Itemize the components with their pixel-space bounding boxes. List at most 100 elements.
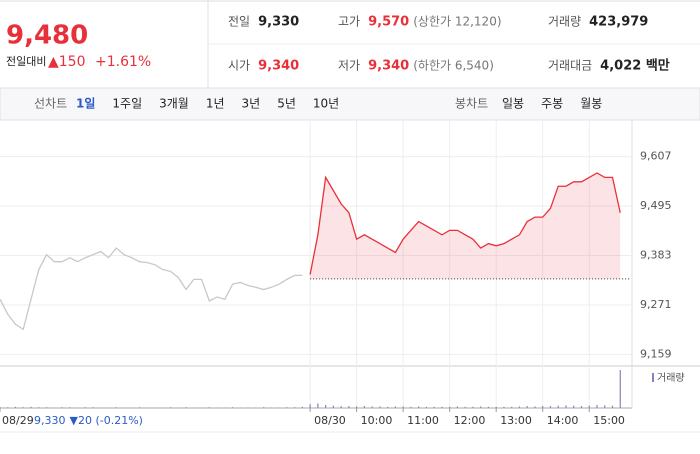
tab[interactable]: 5년 <box>277 97 296 111</box>
volume-bar <box>46 407 47 408</box>
stat-label: 고가 <box>338 15 360 29</box>
change-pct: +1.61% <box>95 54 151 70</box>
tab[interactable]: 1주일 <box>112 97 142 111</box>
volume-bar <box>294 407 295 408</box>
stat-value: 9,340 <box>258 59 299 74</box>
volume-bar <box>325 405 326 408</box>
volume-bar <box>604 405 605 408</box>
stat-value: 4,022 백만 <box>600 58 670 74</box>
volume-bar <box>457 406 458 408</box>
y-tick-label: 9,383 <box>640 249 672 262</box>
stat-value: 9,570 <box>368 15 409 30</box>
volume-bar <box>503 407 504 408</box>
volume-bar <box>449 407 450 408</box>
volume-bar <box>542 406 543 408</box>
x-tick-label: 11:00 <box>407 414 439 427</box>
x-tick-label: 08/29 <box>2 414 34 427</box>
volume-bar <box>286 407 287 408</box>
volume-bar <box>310 404 311 408</box>
stat-label: 시가 <box>228 59 250 73</box>
volume-bar <box>387 407 388 408</box>
reference-change: ▼20 (-0.21%) <box>70 414 143 427</box>
stat-label: 거래대금 <box>548 59 592 73</box>
volume-bar <box>550 406 551 408</box>
reference-value: 9,330 <box>34 414 66 427</box>
volume-bar <box>139 407 140 408</box>
y-tick-label: 9,271 <box>640 298 672 311</box>
volume-bar <box>348 406 349 408</box>
volume-bar <box>7 407 8 408</box>
volume-bar <box>116 407 117 408</box>
y-tick-label: 9,159 <box>640 347 672 360</box>
volume-bar <box>379 406 380 408</box>
volume-bar <box>333 406 334 408</box>
volume-bar <box>85 407 86 408</box>
tab-group-label: 봉차트 <box>455 97 488 111</box>
volume-bar <box>61 407 62 408</box>
volume-bar <box>23 407 24 408</box>
volume-bar <box>170 407 171 408</box>
change: ▲150 <box>48 54 86 70</box>
volume-bar <box>465 407 466 408</box>
tab-group-label: 선차트 <box>34 97 67 111</box>
tab[interactable]: 3개월 <box>159 97 189 111</box>
tab[interactable]: 1년 <box>206 97 225 111</box>
volume-bar <box>472 407 473 408</box>
tab[interactable]: 월봉 <box>580 97 602 111</box>
volume-bar <box>558 406 559 408</box>
stat-label: 저가 <box>338 59 360 73</box>
volume-bar <box>403 406 404 408</box>
volume-bar <box>596 405 597 408</box>
change-label: 전일대비 <box>6 54 46 68</box>
volume-bar <box>565 405 566 408</box>
price: 9,480 <box>6 21 88 51</box>
volume-bar <box>488 407 489 408</box>
volume-bar <box>410 407 411 408</box>
x-tick-label: 13:00 <box>500 414 532 427</box>
volume-bar <box>581 406 582 408</box>
tab[interactable]: 일봉 <box>502 97 524 111</box>
legend-label: 거래량 <box>657 372 685 384</box>
volume-bar <box>620 370 621 408</box>
volume-bar <box>38 407 39 408</box>
x-tick-label: 15:00 <box>593 414 625 427</box>
stat-value: 423,979 <box>589 15 648 30</box>
stat-value: 9,330 <box>258 15 299 30</box>
volume-bar <box>573 406 574 408</box>
volume-bar <box>418 406 419 408</box>
volume-bar <box>496 407 497 408</box>
volume-bar <box>395 406 396 408</box>
x-tick-label: 12:00 <box>454 414 486 427</box>
volume-bar <box>372 406 373 408</box>
volume-bar <box>30 407 31 408</box>
stat-note: (하한가 6,540) <box>413 59 494 73</box>
volume-bar <box>441 407 442 408</box>
volume-bar <box>209 407 210 408</box>
tab[interactable]: 10년 <box>313 97 339 111</box>
tab[interactable]: 주봉 <box>541 97 563 111</box>
volume-bar <box>534 406 535 408</box>
volume-bar <box>232 407 233 408</box>
x-tick-label: 08/30 <box>314 414 346 427</box>
stat-label: 전일 <box>228 15 250 29</box>
volume-bar <box>527 406 528 408</box>
volume-bar <box>519 406 520 408</box>
volume-bar <box>356 406 357 408</box>
volume-bar <box>263 407 264 408</box>
volume-bar <box>341 406 342 408</box>
y-tick-label: 9,607 <box>640 150 672 163</box>
x-tick-label: 10:00 <box>361 414 393 427</box>
y-tick-label: 9,495 <box>640 199 672 212</box>
volume-bar <box>612 406 613 408</box>
x-tick-label: 14:00 <box>547 414 579 427</box>
tab[interactable]: 1일 <box>76 97 95 111</box>
volume-bar <box>426 407 427 408</box>
legend-swatch <box>652 373 654 382</box>
tab[interactable]: 3년 <box>242 97 261 111</box>
volume-bar <box>317 403 318 408</box>
volume-bar <box>0 407 1 408</box>
stat-label: 거래량 <box>548 15 581 29</box>
volume-bar <box>92 407 93 408</box>
volume-bar <box>364 406 365 408</box>
